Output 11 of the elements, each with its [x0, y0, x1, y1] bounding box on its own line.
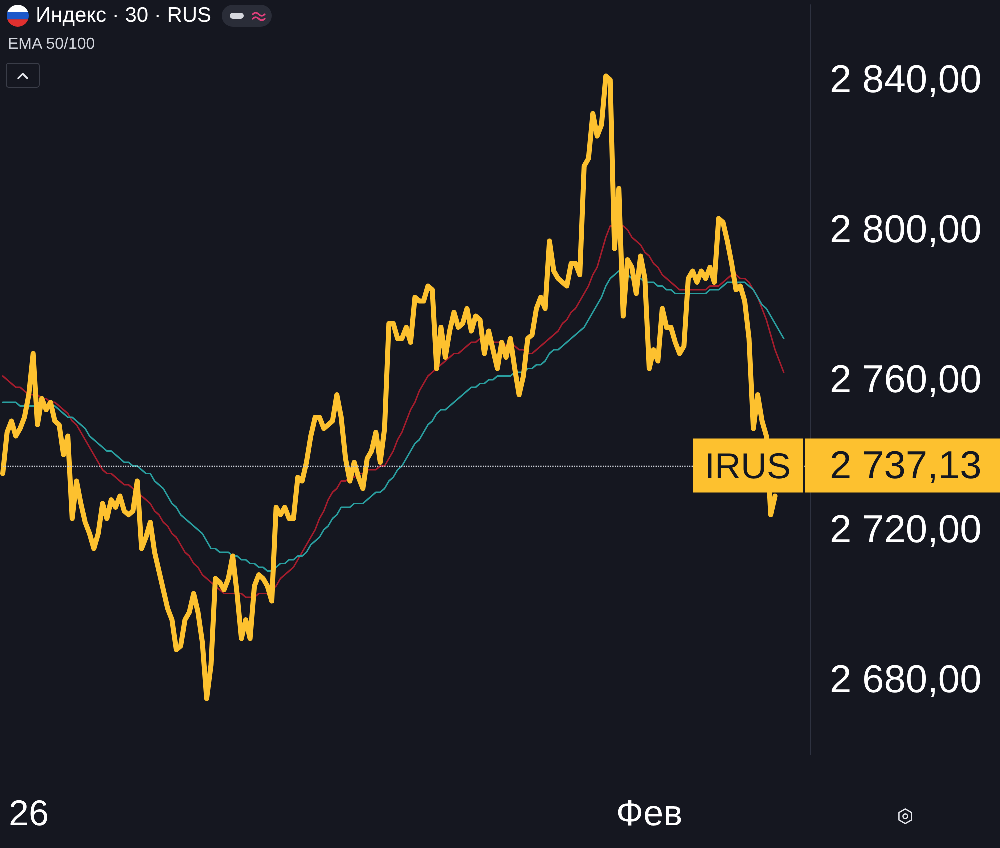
- y-tick-label: 2 720,00: [830, 508, 982, 552]
- x-tick-label: Фев: [616, 792, 683, 834]
- annotation: IRUS: [704, 445, 792, 486]
- text: EMA 50/100: [8, 36, 96, 54]
- y-tick-label: 2 680,00: [830, 658, 982, 702]
- ref-line-label: 2 737,13: [830, 444, 982, 488]
- y-tick-label: 2 800,00: [830, 208, 982, 252]
- y-tick-label: 2 760,00: [830, 358, 982, 402]
- y-tick-label: 2 840,00: [830, 58, 982, 102]
- chart-title: Индекс · 30 · RUS: [36, 4, 212, 27]
- x-tick-label: 26: [9, 792, 50, 834]
